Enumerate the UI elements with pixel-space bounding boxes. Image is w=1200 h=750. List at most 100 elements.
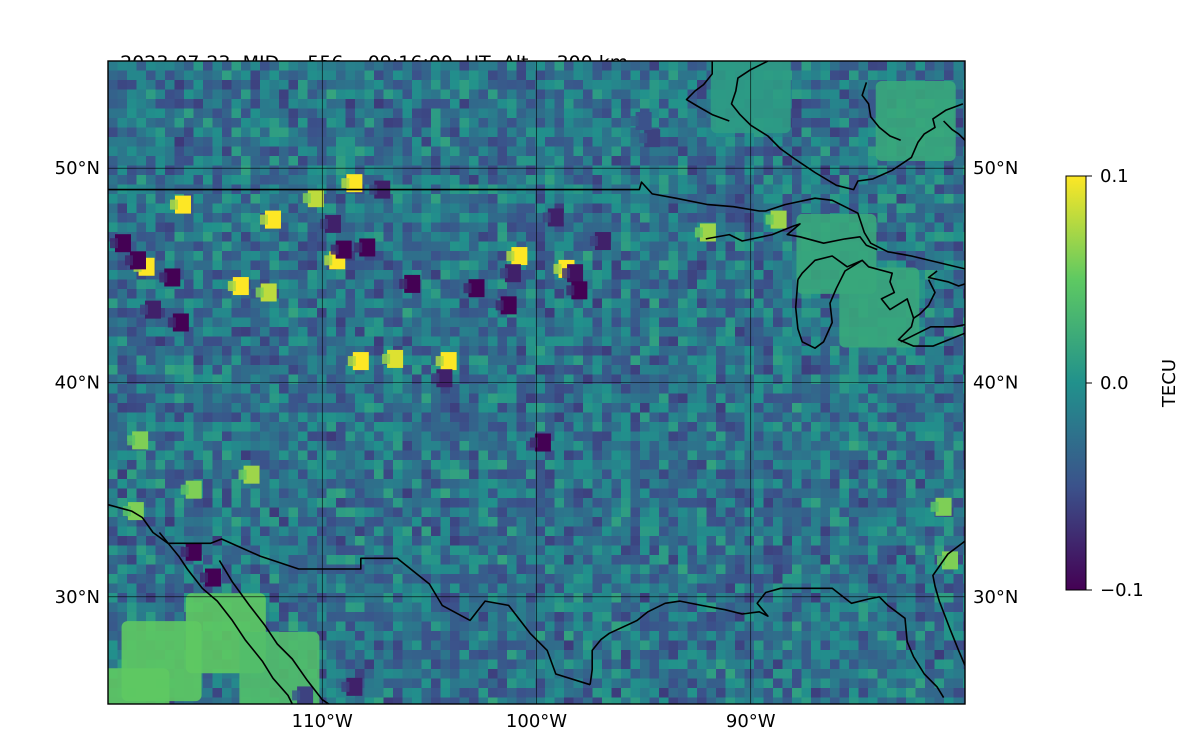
texture-cell bbox=[744, 450, 755, 461]
texture-cell bbox=[298, 393, 309, 404]
texture-cell bbox=[811, 165, 822, 176]
texture-cell bbox=[374, 479, 385, 490]
texture-cell bbox=[868, 89, 879, 100]
texture-cell bbox=[659, 317, 670, 328]
texture-cell bbox=[136, 99, 147, 110]
texture-cell bbox=[820, 327, 831, 338]
texture-cell bbox=[697, 574, 708, 585]
texture-cell bbox=[431, 232, 442, 243]
texture-cell bbox=[678, 526, 689, 537]
texture-cell bbox=[326, 403, 337, 414]
texture-cell bbox=[830, 146, 841, 157]
texture-cell bbox=[706, 127, 717, 138]
texture-cell bbox=[906, 441, 917, 452]
texture-cell bbox=[402, 203, 413, 214]
texture-cell bbox=[820, 488, 831, 499]
texture-cell bbox=[336, 70, 347, 81]
texture-cell bbox=[801, 61, 812, 72]
texture-cell bbox=[241, 498, 252, 509]
texture-cell bbox=[478, 536, 489, 547]
texture-cell bbox=[792, 355, 803, 366]
texture-cell bbox=[155, 213, 166, 224]
texture-cell bbox=[383, 108, 394, 119]
texture-cell bbox=[155, 118, 166, 129]
texture-cell bbox=[611, 555, 622, 566]
texture-cell bbox=[108, 422, 119, 433]
texture-cell bbox=[554, 232, 565, 243]
texture-cell bbox=[877, 203, 888, 214]
texture-cell bbox=[868, 479, 879, 490]
texture-cell bbox=[535, 137, 546, 148]
texture-cell bbox=[488, 346, 499, 357]
texture-cell bbox=[269, 118, 280, 129]
texture-cell bbox=[165, 555, 176, 566]
texture-cell bbox=[288, 431, 299, 442]
texture-cell bbox=[421, 89, 432, 100]
texture-cell bbox=[336, 175, 347, 186]
texture-cell bbox=[298, 127, 309, 138]
texture-cell bbox=[526, 336, 537, 347]
texture-cell bbox=[345, 545, 356, 556]
texture-cell bbox=[697, 393, 708, 404]
texture-cell bbox=[611, 469, 622, 480]
texture-cell bbox=[165, 422, 176, 433]
texture-cell bbox=[279, 194, 290, 205]
texture-cell bbox=[659, 289, 670, 300]
texture-cell bbox=[744, 279, 755, 290]
texture-cell bbox=[630, 89, 641, 100]
texture-cell bbox=[250, 422, 261, 433]
texture-cell bbox=[279, 146, 290, 157]
texture-cell bbox=[649, 270, 660, 281]
texture-cell bbox=[611, 317, 622, 328]
texture-cell bbox=[231, 403, 242, 414]
texture-cell bbox=[250, 336, 261, 347]
texture-cell bbox=[203, 279, 214, 290]
texture-cell bbox=[440, 403, 451, 414]
texture-cell bbox=[516, 517, 527, 528]
texture-cell bbox=[231, 203, 242, 214]
texture-cell bbox=[678, 507, 689, 518]
texture-cell bbox=[212, 203, 223, 214]
texture-cell bbox=[573, 374, 584, 385]
texture-cell bbox=[336, 127, 347, 138]
texture-cell bbox=[744, 251, 755, 262]
texture-cell bbox=[250, 498, 261, 509]
texture-cell bbox=[668, 403, 679, 414]
texture-cell bbox=[716, 517, 727, 528]
texture-cell bbox=[260, 545, 271, 556]
texture-cell bbox=[336, 574, 347, 585]
texture-cell bbox=[868, 137, 879, 148]
texture-cell bbox=[915, 469, 926, 480]
texture-cell bbox=[307, 308, 318, 319]
texture-cell bbox=[374, 61, 385, 72]
texture-cell bbox=[193, 279, 204, 290]
texture-cell bbox=[659, 355, 670, 366]
texture-cell bbox=[431, 488, 442, 499]
texture-cell bbox=[279, 61, 290, 72]
texture-cell bbox=[231, 355, 242, 366]
texture-cell bbox=[925, 536, 936, 547]
texture-cell bbox=[820, 374, 831, 385]
texture-cell bbox=[402, 374, 413, 385]
texture-cell bbox=[288, 355, 299, 366]
texture-cell bbox=[469, 251, 480, 262]
texture-cell bbox=[697, 479, 708, 490]
texture-cell bbox=[269, 403, 280, 414]
texture-cell bbox=[668, 374, 679, 385]
texture-cell bbox=[915, 507, 926, 518]
texture-cell bbox=[241, 564, 252, 575]
texture-cell bbox=[231, 574, 242, 585]
texture-cell bbox=[364, 488, 375, 499]
texture-cell bbox=[782, 517, 793, 528]
texture-cell bbox=[649, 279, 660, 290]
texture-cell bbox=[184, 146, 195, 157]
texture-cell bbox=[545, 574, 556, 585]
texture-cell bbox=[231, 545, 242, 556]
texture-cell bbox=[488, 203, 499, 214]
texture-cell bbox=[146, 251, 157, 262]
texture-cell bbox=[763, 393, 774, 404]
texture-cell bbox=[592, 80, 603, 91]
texture-cell bbox=[307, 175, 318, 186]
texture-cell bbox=[573, 498, 584, 509]
texture-cell bbox=[678, 327, 689, 338]
